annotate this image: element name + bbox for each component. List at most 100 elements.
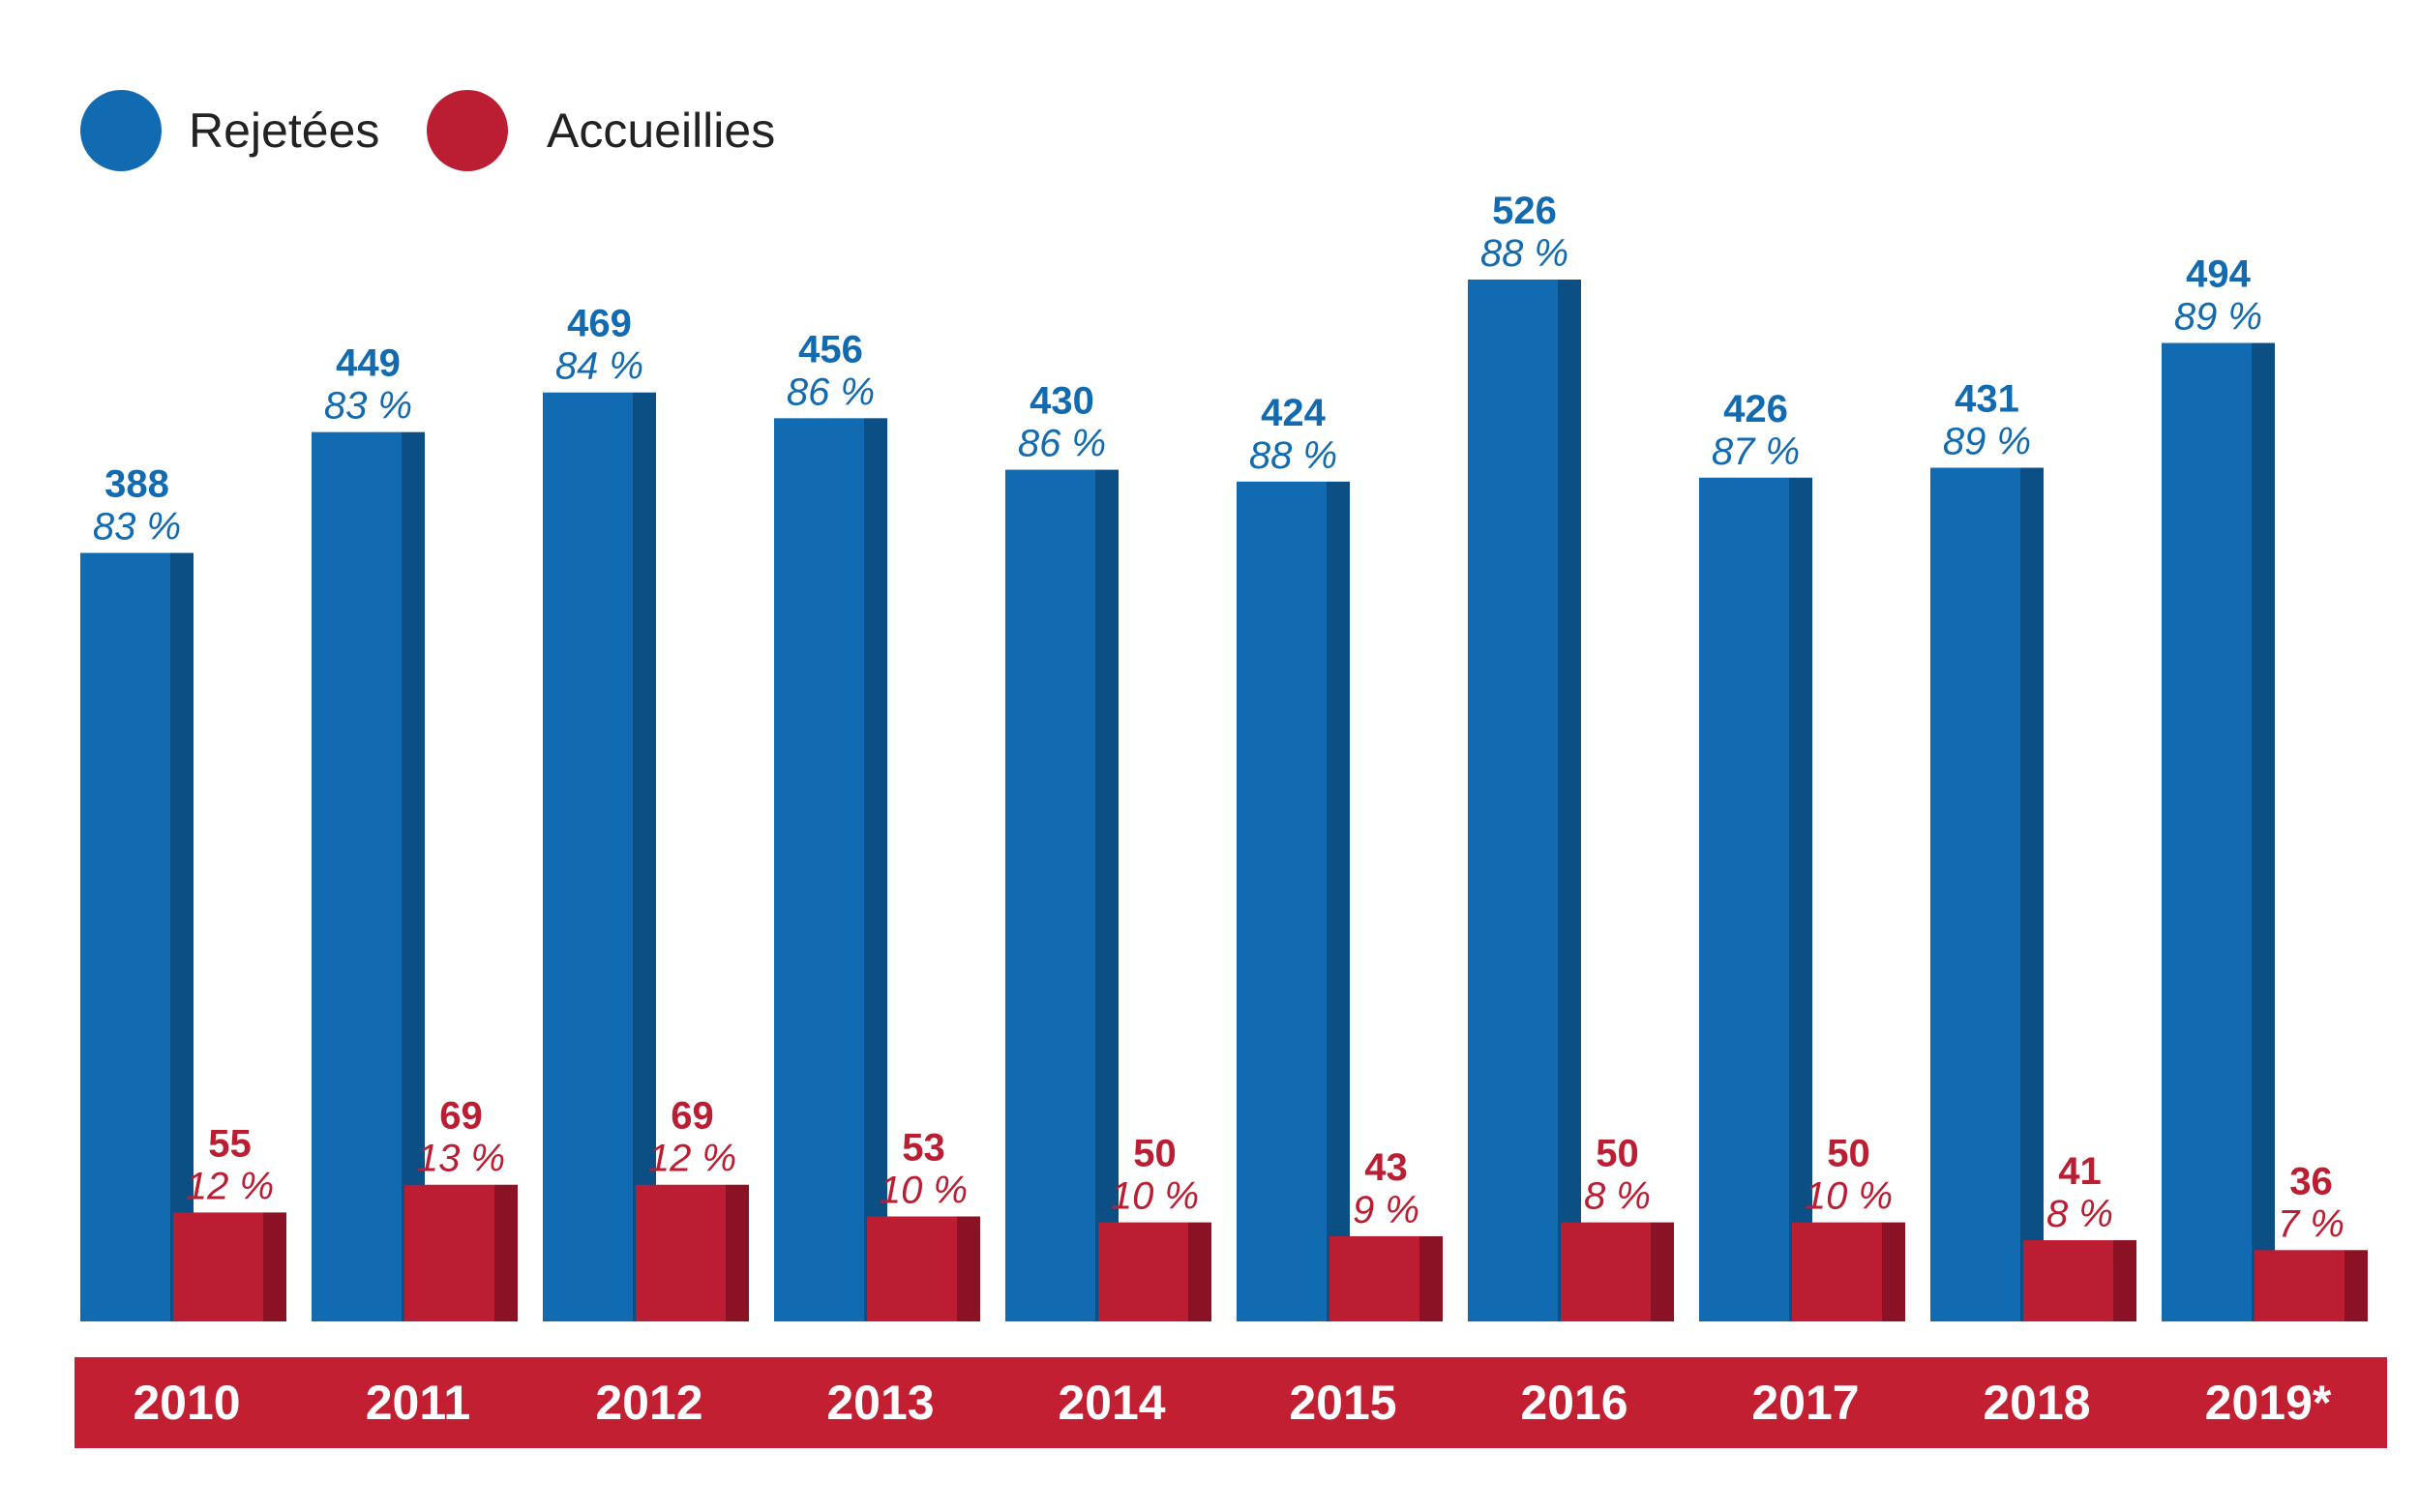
value-label-rejetees-2016: 526 bbox=[1492, 190, 1557, 232]
year-label-2013: 2013 bbox=[826, 1376, 934, 1430]
bar-accueillies-2019 bbox=[2255, 1250, 2344, 1321]
value-label-accueillies-2014: 50 bbox=[1133, 1133, 1177, 1175]
bar-accueillies-2012 bbox=[636, 1184, 726, 1321]
bar-rejetees-2011 bbox=[312, 431, 402, 1322]
bar-side-accueillies-2014 bbox=[1188, 1222, 1211, 1321]
value-label-rejetees-2015: 424 bbox=[1261, 392, 1326, 434]
bar-side-rejetees-2018 bbox=[2020, 467, 2044, 1321]
percent-label-accueillies-2012: 12 % bbox=[648, 1138, 736, 1180]
bar-rejetees-2010 bbox=[80, 552, 170, 1321]
legend: Rejetées Accueillies bbox=[80, 90, 775, 171]
bar-side-accueillies-2018 bbox=[2113, 1240, 2136, 1321]
bar-side-rejetees-2016 bbox=[1558, 280, 1581, 1321]
bar-side-rejetees-2012 bbox=[633, 392, 656, 1322]
bar-accueillies-2016 bbox=[1561, 1222, 1651, 1321]
bar-side-rejetees-2011 bbox=[402, 431, 425, 1322]
percent-label-accueillies-2015: 9 % bbox=[1353, 1189, 1419, 1231]
year-label-2011: 2011 bbox=[366, 1376, 470, 1430]
legend-label-rejetees: Rejetées bbox=[189, 104, 379, 158]
bar-side-accueillies-2010 bbox=[263, 1212, 286, 1321]
bar-accueillies-2018 bbox=[2023, 1240, 2113, 1321]
bar-accueillies-2017 bbox=[1792, 1222, 1882, 1321]
bar-rejetees-2016 bbox=[1468, 280, 1558, 1321]
percent-label-rejetees-2019: 89 % bbox=[2174, 296, 2262, 339]
percent-label-rejetees-2018: 89 % bbox=[1943, 421, 2031, 463]
value-label-accueillies-2012: 69 bbox=[671, 1095, 714, 1138]
value-label-accueillies-2013: 53 bbox=[902, 1126, 945, 1169]
bar-side-accueillies-2017 bbox=[1882, 1222, 1905, 1321]
bar-side-accueillies-2011 bbox=[494, 1184, 518, 1321]
value-label-rejetees-2017: 426 bbox=[1723, 388, 1788, 430]
year-label-2014: 2014 bbox=[1058, 1376, 1165, 1430]
bar-rejetees-2019 bbox=[2162, 342, 2252, 1322]
value-label-accueillies-2018: 41 bbox=[2058, 1150, 2102, 1193]
bar-accueillies-2010 bbox=[173, 1212, 263, 1321]
year-label-2019: 2019* bbox=[2205, 1376, 2332, 1430]
year-band bbox=[75, 1357, 2387, 1448]
value-label-accueillies-2011: 69 bbox=[439, 1095, 483, 1138]
year-label-2012: 2012 bbox=[595, 1376, 702, 1430]
bar-side-accueillies-2015 bbox=[1419, 1235, 1443, 1321]
bar-side-rejetees-2013 bbox=[864, 418, 887, 1321]
percent-label-accueillies-2010: 12 % bbox=[186, 1165, 274, 1207]
percent-label-rejetees-2011: 83 % bbox=[324, 385, 412, 428]
percent-label-rejetees-2017: 87 % bbox=[1712, 430, 1800, 473]
value-label-rejetees-2010: 388 bbox=[105, 463, 169, 506]
bar-accueillies-2014 bbox=[1098, 1222, 1188, 1321]
year-label-2010: 2010 bbox=[133, 1376, 240, 1430]
year-label-2015: 2015 bbox=[1289, 1376, 1396, 1430]
value-label-rejetees-2019: 494 bbox=[2186, 253, 2251, 296]
value-label-accueillies-2016: 50 bbox=[1596, 1133, 1639, 1175]
value-label-rejetees-2018: 431 bbox=[1955, 378, 2019, 421]
bar-side-accueillies-2013 bbox=[957, 1216, 980, 1321]
bar-side-accueillies-2019 bbox=[2344, 1250, 2368, 1321]
bar-side-rejetees-2015 bbox=[1327, 481, 1350, 1321]
legend-swatch-accueillies bbox=[427, 90, 508, 171]
percent-label-accueillies-2019: 7 % bbox=[2278, 1202, 2344, 1245]
value-label-accueillies-2015: 43 bbox=[1364, 1146, 1408, 1189]
percent-label-rejetees-2016: 88 % bbox=[1480, 232, 1568, 275]
percent-label-rejetees-2010: 83 % bbox=[93, 506, 181, 548]
bar-side-accueillies-2012 bbox=[726, 1184, 749, 1321]
bar-side-accueillies-2016 bbox=[1651, 1222, 1674, 1321]
percent-label-accueillies-2014: 10 % bbox=[1111, 1175, 1199, 1218]
bar-rejetees-2013 bbox=[774, 418, 864, 1321]
percent-label-rejetees-2015: 88 % bbox=[1249, 434, 1337, 477]
year-label-2018: 2018 bbox=[1983, 1376, 2090, 1430]
percent-label-accueillies-2017: 10 % bbox=[1805, 1175, 1893, 1218]
bar-side-rejetees-2019 bbox=[2252, 342, 2275, 1322]
percent-label-rejetees-2014: 86 % bbox=[1018, 423, 1106, 465]
percent-label-rejetees-2013: 86 % bbox=[787, 371, 875, 413]
bar-rejetees-2017 bbox=[1699, 477, 1789, 1322]
percent-label-accueillies-2016: 8 % bbox=[1584, 1175, 1651, 1218]
value-label-accueillies-2019: 36 bbox=[2289, 1160, 2333, 1202]
value-label-rejetees-2011: 449 bbox=[336, 342, 401, 385]
value-label-rejetees-2013: 456 bbox=[798, 328, 863, 371]
bar-accueillies-2011 bbox=[404, 1184, 494, 1321]
bar-rejetees-2015 bbox=[1237, 481, 1327, 1321]
bar-rejetees-2018 bbox=[1930, 467, 2020, 1321]
value-label-rejetees-2012: 469 bbox=[567, 303, 632, 345]
bar-side-rejetees-2010 bbox=[170, 552, 194, 1321]
value-label-accueillies-2017: 50 bbox=[1827, 1133, 1870, 1175]
bar-accueillies-2015 bbox=[1329, 1235, 1419, 1321]
legend-swatch-rejetees bbox=[80, 90, 162, 171]
value-label-accueillies-2010: 55 bbox=[208, 1122, 252, 1165]
bar-rejetees-2012 bbox=[543, 392, 633, 1322]
bar-side-rejetees-2014 bbox=[1095, 469, 1119, 1321]
year-label-2017: 2017 bbox=[1751, 1376, 1859, 1430]
percent-label-accueillies-2018: 8 % bbox=[2046, 1193, 2113, 1235]
bar-rejetees-2014 bbox=[1005, 469, 1095, 1321]
value-label-rejetees-2014: 430 bbox=[1030, 380, 1094, 423]
